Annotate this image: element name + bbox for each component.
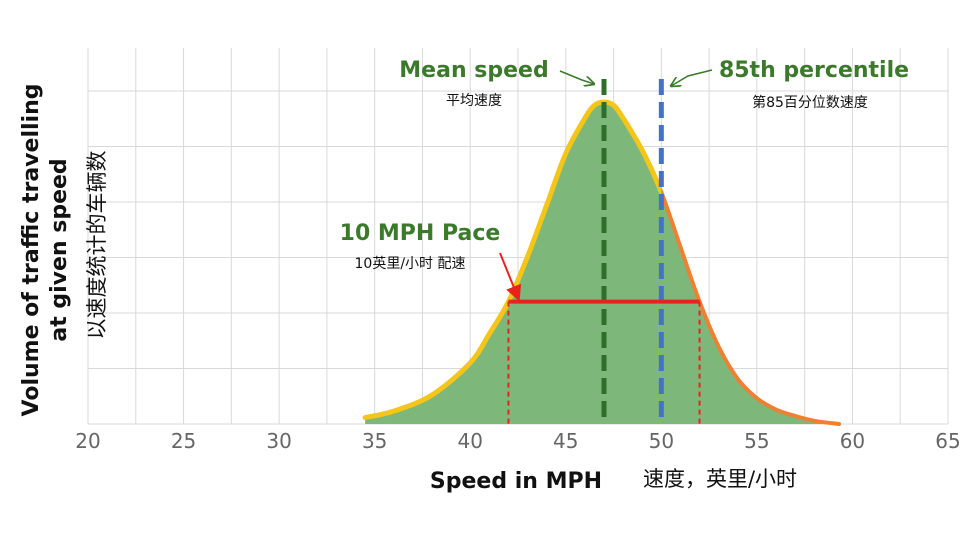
- x-tick-label: 35: [362, 429, 387, 453]
- x-tick-label: 40: [457, 429, 482, 453]
- pace-label: 10 MPH Pace: [340, 221, 501, 246]
- x-tick-labels: 20 25 30 35 40 45 50 55 60 65: [75, 429, 960, 453]
- x-tick-label: 25: [171, 429, 196, 453]
- distribution-curve-left: [362, 99, 662, 421]
- x-tick-label: 45: [553, 429, 578, 453]
- x-tick-label: 65: [935, 429, 960, 453]
- distribution-curve-right: [661, 186, 842, 426]
- mean-speed-label-cn: 平均速度: [446, 93, 502, 109]
- x-tick-label: 20: [75, 429, 100, 453]
- pace-arrow: [499, 252, 522, 302]
- p85-label: 85th percentile: [719, 58, 909, 83]
- y-axis-title-line2: at given speed: [47, 158, 72, 341]
- p85-arrow: [671, 69, 713, 86]
- p85-label-cn: 第85百分位数速度: [752, 94, 868, 111]
- x-tick-label: 30: [266, 429, 291, 453]
- y-axis-title-cn: 以速度统计的车辆数: [85, 151, 109, 340]
- pace-label-cn: 10英里/小时 配速: [355, 255, 466, 272]
- mean-speed-arrow: [559, 70, 594, 84]
- x-axis-title-cn: 速度，英里/小时: [643, 467, 797, 491]
- x-tick-label: 55: [744, 429, 769, 453]
- x-tick-label: 50: [649, 429, 674, 453]
- x-axis-title: Speed in MPH: [430, 469, 602, 494]
- y-axis-title-line1: Volume of traffic travelling: [19, 84, 44, 417]
- reference-lines: [507, 79, 701, 424]
- x-tick-label: 60: [840, 429, 865, 453]
- mean-speed-label: Mean speed: [399, 58, 548, 83]
